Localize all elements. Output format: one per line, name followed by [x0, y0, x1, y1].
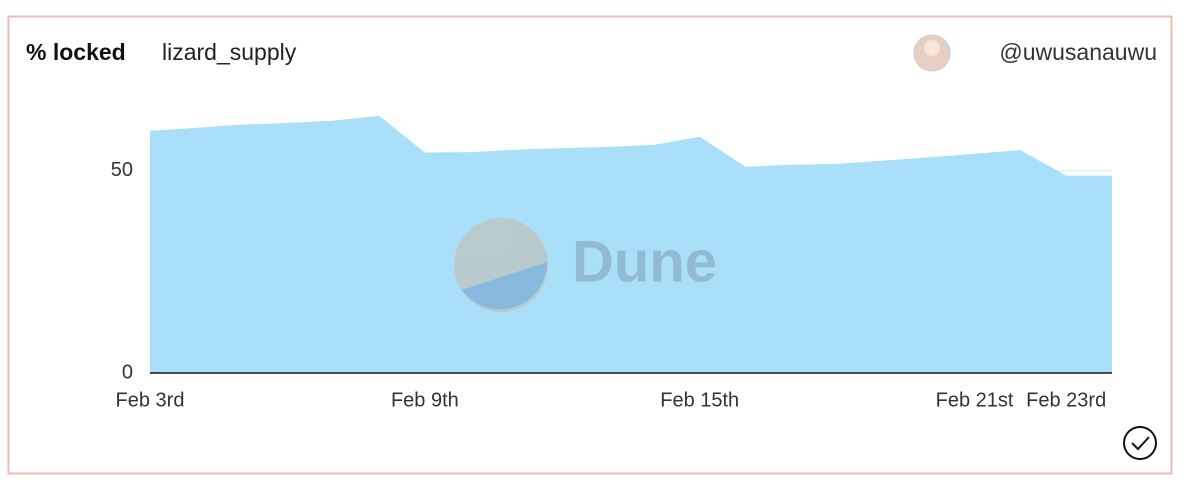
area [150, 115, 1112, 374]
watermark-text: Dune [572, 229, 717, 294]
status-check [1131, 436, 1150, 451]
watermark: Dune [454, 218, 717, 312]
y-tick-label: 0 [122, 361, 133, 383]
avatar-face [924, 40, 940, 56]
status-icon[interactable] [1123, 426, 1157, 460]
y-tick-label: 50 [111, 159, 133, 181]
x-tick-label: Feb 15th [660, 389, 739, 411]
x-tick-label: Feb 3rd [116, 389, 185, 411]
x-tick-label: Feb 9th [391, 389, 459, 411]
author-name[interactable]: @uwusanauwu [999, 39, 1157, 65]
x-tick-label: Feb 21st [936, 389, 1014, 411]
x-tick-label: Feb 23rd [1026, 389, 1106, 411]
chart-title: % locked [26, 39, 126, 65]
plot: 0 50 Feb 3rd Feb 9th Feb 15th Feb 21st Feb 23r… [111, 115, 1112, 411]
watermark-logo-slice [462, 262, 548, 310]
query-name: lizard_supply [162, 39, 297, 65]
